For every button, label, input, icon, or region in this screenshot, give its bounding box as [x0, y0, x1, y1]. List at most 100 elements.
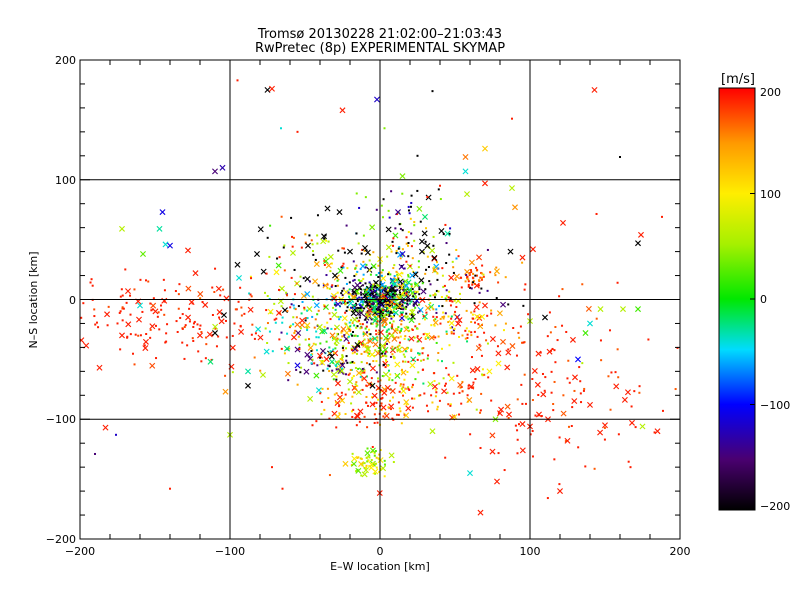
data-point-dot [280, 305, 283, 308]
data-point-dot [368, 302, 371, 305]
data-point-dot [348, 288, 351, 291]
data-point-cross [284, 370, 291, 377]
data-point-dot [381, 324, 384, 327]
data-point-dot [398, 344, 401, 347]
data-point-dot [370, 458, 373, 461]
data-point-cross [467, 470, 473, 477]
data-point-dot [413, 296, 416, 299]
data-point-cross [351, 345, 358, 352]
data-point-cross [388, 298, 395, 305]
data-point-dot [137, 334, 140, 337]
data-point-dot [466, 277, 469, 280]
data-point-cross [409, 272, 416, 279]
data-point-dot [250, 333, 253, 336]
data-point-cross [509, 185, 515, 192]
data-point-dot [402, 383, 405, 386]
data-point-dot [455, 305, 458, 308]
data-point-dot [308, 234, 311, 237]
data-point-dot [483, 331, 486, 334]
data-point-dot [400, 323, 403, 326]
data-point-cross [264, 86, 271, 93]
data-point-dot [357, 320, 360, 323]
data-point-dot [436, 359, 439, 362]
data-point-dot [355, 290, 358, 293]
data-point-dot [434, 395, 437, 398]
data-point-dot [400, 313, 403, 316]
data-point-cross [639, 423, 646, 430]
data-point-dot [419, 394, 422, 397]
data-point-dot [383, 293, 386, 296]
data-point-dot [340, 266, 343, 269]
data-point-dot [353, 386, 356, 389]
data-point-dot [436, 272, 439, 275]
data-point-dot [387, 328, 390, 331]
data-point-dot [397, 401, 400, 404]
data-point-cross [506, 411, 512, 418]
data-point-dot [145, 279, 147, 282]
data-point-dot [383, 463, 386, 466]
data-point-dot [338, 318, 341, 321]
data-point-dot [351, 352, 354, 355]
data-point-dot [332, 348, 335, 351]
data-point-dot [416, 189, 419, 192]
data-point-dot [452, 329, 455, 332]
data-point-dot [472, 280, 475, 283]
data-point-dot [278, 256, 281, 259]
data-point-dot [303, 308, 306, 311]
data-point-dot [407, 387, 410, 390]
data-point-cross [405, 405, 412, 412]
data-point-cross [162, 241, 169, 248]
data-point-dot [392, 418, 395, 421]
data-point-dot [326, 387, 329, 390]
data-point-dot [377, 284, 380, 287]
data-point-dot [377, 350, 380, 353]
data-point-dot [399, 291, 402, 294]
data-point-dot [392, 306, 395, 309]
data-point-dot [478, 301, 481, 304]
data-point-cross [263, 348, 270, 355]
data-point-cross [409, 362, 416, 369]
data-point-dot [281, 316, 284, 319]
data-point-dot [377, 309, 380, 312]
data-point-dot [376, 310, 379, 313]
data-point-dot [333, 302, 336, 305]
data-point-cross [342, 460, 349, 467]
data-point-dot [371, 285, 374, 288]
data-point-dot [551, 347, 554, 350]
data-point-dot [494, 274, 497, 277]
data-point-dot [426, 255, 429, 258]
data-point-dot [343, 251, 346, 254]
data-point-dot [395, 374, 398, 377]
data-point-dot [540, 415, 543, 418]
data-point-dot [447, 315, 450, 318]
data-point-dot [386, 317, 389, 320]
data-point-dot [363, 371, 366, 374]
data-point-cross [149, 362, 156, 369]
data-point-dot [432, 294, 435, 297]
data-point-dot [377, 331, 380, 334]
data-point-dot [341, 346, 344, 349]
data-point-cross [476, 254, 483, 261]
data-point-dot [344, 322, 347, 325]
data-point-dot [310, 350, 313, 353]
data-point-dot [593, 467, 596, 470]
data-point-dot [345, 359, 348, 362]
data-point-dot [327, 240, 330, 243]
data-point-dot [461, 390, 464, 393]
data-point-dot [383, 127, 386, 130]
data-point-dot [393, 314, 396, 317]
data-point-dot [386, 306, 389, 309]
data-point-dot [380, 389, 383, 392]
colorbar-tick-label: −100 [760, 399, 790, 412]
data-point-dot [444, 382, 447, 385]
data-point-dot [386, 313, 389, 316]
data-point-dot [413, 397, 416, 400]
data-point-dot [369, 304, 372, 307]
data-point-dot [480, 392, 483, 395]
data-point-dot [439, 184, 441, 187]
data-point-dot [393, 297, 396, 300]
data-point-dot [627, 460, 630, 463]
data-point-dot [106, 324, 109, 327]
data-point-cross [479, 313, 486, 320]
data-point-cross [421, 313, 428, 320]
